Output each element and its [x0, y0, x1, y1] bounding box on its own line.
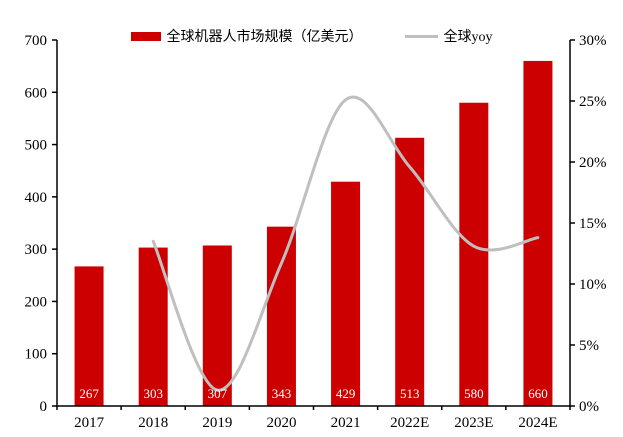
bar-value-label: 267: [79, 386, 99, 401]
x-tick-label: 2024E: [518, 415, 557, 431]
bar-2017: [74, 266, 104, 406]
x-tick-label: 2022E: [390, 415, 429, 431]
bar-2019: [202, 245, 232, 406]
left-tick-label: 200: [25, 294, 48, 310]
bar-value-label: 513: [400, 386, 420, 401]
left-tick-label: 600: [25, 85, 48, 101]
x-tick-label: 2018: [138, 415, 168, 431]
x-tick-label: 2020: [266, 415, 296, 431]
bar-value-label: 660: [528, 386, 548, 401]
legend-label-market-size: 全球机器人市场规模（亿美元）: [166, 30, 363, 45]
chart-legend: 全球机器人市场规模（亿美元） 全球yoy: [0, 26, 623, 46]
bar-2024E: [523, 60, 553, 407]
x-tick-label: 2023E: [454, 415, 493, 431]
bar-2023E: [459, 102, 489, 406]
right-tick-label: 0%: [579, 399, 599, 415]
bar-2020: [266, 226, 296, 406]
x-tick-label: 2021: [331, 415, 361, 431]
left-tick-label: 500: [25, 138, 48, 154]
bar-value-label: 307: [208, 386, 228, 401]
yoy-line: [151, 95, 540, 392]
bar-2018: [138, 247, 168, 406]
bar-series-swatch-icon: [130, 31, 161, 41]
x-tick-label: 2019: [202, 415, 232, 431]
right-tick-label: 20%: [579, 155, 607, 171]
x-tick-label: 2017: [74, 415, 105, 431]
right-tick-label: 10%: [579, 277, 607, 293]
left-tick-label: 100: [25, 347, 48, 363]
bar-2021: [331, 181, 361, 406]
bar-value-label: 343: [272, 386, 292, 401]
bar-value-label: 303: [143, 386, 163, 401]
bar-value-label: 429: [336, 386, 356, 401]
left-tick-label: 300: [25, 242, 48, 258]
left-tick-label: 400: [25, 190, 48, 206]
bar-value-label: 580: [464, 386, 484, 401]
right-tick-label: 25%: [579, 94, 607, 110]
legend-label-yoy: 全球yoy: [443, 30, 493, 45]
right-tick-label: 30%: [579, 33, 607, 49]
right-tick-label: 5%: [579, 338, 599, 354]
left-tick-label: 0: [40, 399, 48, 415]
right-tick-label: 15%: [579, 216, 607, 232]
legend-item-market-size: 全球机器人市场规模（亿美元）: [130, 26, 363, 46]
bar-2022E: [395, 137, 425, 406]
legend-item-yoy: 全球yoy: [404, 26, 493, 46]
left-tick-label: 700: [25, 33, 48, 49]
line-series-swatch-icon: [404, 34, 438, 38]
